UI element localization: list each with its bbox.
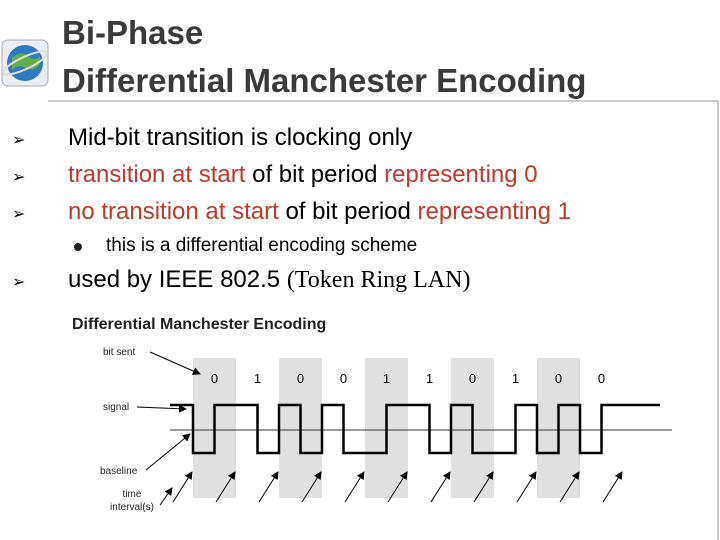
bit-label: 1 <box>426 371 433 386</box>
pointer-arrow <box>149 351 201 375</box>
bullet-marker <box>74 243 82 251</box>
text-run: transition at start <box>68 161 246 188</box>
label: time <box>123 489 142 500</box>
globe-icon <box>1 39 49 87</box>
pointer-arrow <box>516 471 537 503</box>
pointer-arrow <box>159 487 173 506</box>
label: baseline <box>100 466 138 477</box>
diagram-title: Differential Manchester Encoding <box>72 316 326 333</box>
pointer-arrow <box>172 471 193 503</box>
pointer-arrow <box>559 471 580 503</box>
bullet: this is a differential encoding scheme <box>106 235 417 257</box>
bit-label: 0 <box>297 371 304 386</box>
text-run: this is a differential encoding scheme <box>106 235 418 256</box>
bit-label: 0 <box>555 371 562 386</box>
text-run: of bit period <box>278 198 418 225</box>
text-run: used by IEEE 802.5 <box>68 266 287 293</box>
pointer-arrow <box>301 471 322 503</box>
bit-label: 0 <box>469 371 476 386</box>
pointer-arrow <box>136 404 187 413</box>
bullet-marker: ➢ <box>12 274 26 291</box>
label: signal <box>103 402 129 413</box>
text-run: no transition at start <box>68 198 279 225</box>
bit-label: 0 <box>598 371 605 386</box>
pointer-arrow <box>473 471 494 503</box>
bullet-marker: ➢ <box>12 132 26 149</box>
pointer-arrow <box>145 433 191 471</box>
pointer-arrow <box>430 471 451 503</box>
bit-label: 1 <box>254 371 261 386</box>
text-run: of bit period <box>245 161 385 188</box>
signal <box>170 403 660 455</box>
bit-label: 1 <box>383 371 390 386</box>
bullet-marker: ➢ <box>12 169 26 186</box>
bit-label: 1 <box>512 371 519 386</box>
pointer-arrow <box>602 471 623 503</box>
bullet: used by IEEE 802.5 (Token Ring LAN) <box>68 266 470 294</box>
title-line: Differential Manchester Encoding <box>62 62 587 99</box>
pointer-arrow <box>344 471 365 503</box>
bullet: Mid-bit transition is clocking only <box>68 124 412 152</box>
bullet: no transition at start of bit period rep… <box>68 198 571 226</box>
bullet-marker: ➢ <box>12 206 26 223</box>
text-run: representing 0 <box>384 161 538 188</box>
text-run: Mid-bit transition is clocking only <box>68 124 413 151</box>
pointer-arrow <box>387 471 408 503</box>
bit-label: 0 <box>340 371 347 386</box>
pointer-arrow <box>258 471 279 503</box>
text-run: (Token Ring LAN) <box>286 267 471 293</box>
text-run: representing 1 <box>417 198 571 225</box>
bit-label: 0 <box>211 371 218 386</box>
pointer-arrow <box>215 471 236 503</box>
bullet: transition at start of bit period repres… <box>68 161 538 189</box>
title-line: Bi-Phase <box>62 14 204 51</box>
label: bit sent <box>103 347 135 358</box>
label: interval(s) <box>110 502 154 513</box>
